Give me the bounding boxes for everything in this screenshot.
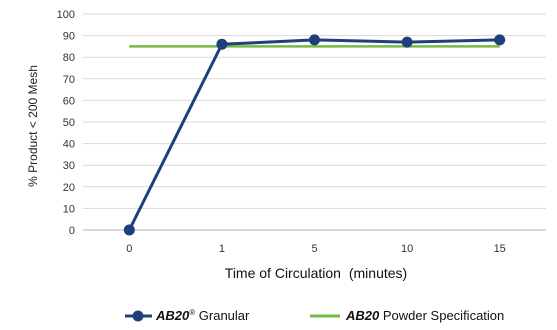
data-point-granular-15 [494, 34, 506, 46]
legend-label-granular-rest: Granular [195, 308, 250, 323]
x-tick-label-5: 5 [311, 243, 317, 255]
x-tick-label-15: 15 [494, 243, 506, 255]
data-point-granular-1 [216, 38, 228, 50]
x-tick-label-0: 0 [126, 243, 132, 255]
data-point-granular-0 [123, 224, 135, 236]
series-layer [123, 34, 506, 236]
y-tick-label-90: 90 [63, 31, 75, 43]
x-axis-label-main: Time of Circulation [225, 265, 341, 281]
y-tick-label-0: 0 [69, 225, 75, 237]
x-tick-label-1: 1 [219, 243, 225, 255]
y-tick-label-10: 10 [63, 203, 75, 215]
legend-label-granular: AB20® Granular [155, 308, 250, 323]
x-axis-label-unit: (minutes) [349, 265, 407, 281]
y-tick-label-70: 70 [63, 74, 75, 86]
x-axis-label: Time of Circulation (minutes) [225, 265, 407, 281]
legend-marker-granular [132, 310, 144, 322]
y-tick-label-20: 20 [63, 182, 75, 194]
data-point-granular-10 [401, 36, 413, 48]
legend-item-granular: AB20® Granular [125, 308, 250, 323]
y-tick-label-30: 30 [63, 160, 75, 172]
y-tick-label-50: 50 [63, 117, 75, 129]
legend-item-powder-spec: AB20 Powder Specification [310, 308, 504, 323]
x-tick-labels: 0 1 5 10 15 [126, 243, 506, 255]
y-axis-label: % Product < 200 Mesh [26, 65, 40, 187]
x-tick-label-10: 10 [401, 243, 413, 255]
y-tick-label-60: 60 [63, 95, 75, 107]
legend-label-powder-spec: AB20 Powder Specification [345, 308, 504, 323]
legend-label-powder-spec-bold: AB20 [345, 308, 380, 323]
data-point-granular-5 [309, 34, 320, 46]
y-tick-label-80: 80 [63, 52, 75, 64]
legend-label-granular-sup: ® [189, 308, 195, 317]
y-tick-label-100: 100 [57, 9, 75, 21]
legend: AB20® Granular AB20 Powder Specification [125, 308, 504, 323]
legend-label-powder-spec-rest: Powder Specification [379, 308, 504, 323]
series-line-granular [127, 38, 500, 231]
y-tick-label-40: 40 [63, 139, 75, 151]
y-tick-labels: 0 10 20 30 40 50 60 70 80 90 100 [57, 9, 75, 237]
legend-label-granular-bold: AB20 [155, 308, 190, 323]
